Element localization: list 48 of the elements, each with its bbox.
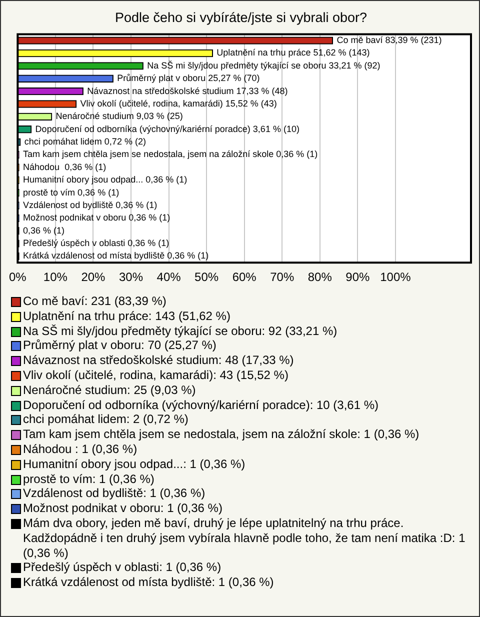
data-label: Nenáročné studium 9,03 % (25)	[56, 111, 183, 122]
text: Nenáročné studium: 25 (9,03 %)	[23, 382, 196, 398]
x-tick-label: 100%	[380, 270, 412, 284]
text: Předešlý úspěch v oblasti: 1 (0,36 %)	[23, 560, 222, 576]
x-tick-label: 0%	[9, 270, 27, 284]
text: Náhodou : 1 (0,36 %)	[23, 442, 138, 457]
text: Možnost podnikat v oboru: 1 (0,36 %)	[23, 501, 222, 516]
text: prostě to vím: 1 (0,36 %)	[23, 472, 154, 486]
data-label: Tam kam jsem chtěla jsem se nedostala, jsem na záložní skole 0,36 % (1)	[23, 149, 318, 160]
data-label: Uplatnění na trhu práce 51,62 % (143)	[216, 48, 370, 58]
text: Na SŠ mi šly/jdou předměty týkající se oboru: 92 (33,21 %)	[23, 324, 338, 338]
data-label: Vliv okolí (učitelé, rodina, kamarádi) 15,52 % (43)	[80, 98, 277, 108]
x-tick-label: 70%	[270, 270, 294, 284]
text: Návaznost na středoškolské studium: 48 (17,33 %)	[23, 353, 294, 368]
x-tick-label: 30%	[118, 270, 144, 284]
data-label: 0,36 % (1)	[23, 225, 65, 236]
data-label: Možnost podnikat v oboru 0,36 % (1)	[23, 212, 170, 223]
data-label: Humanitní obory jsou odpad... 0,36 % (1)	[23, 174, 188, 185]
data-label: Co mě baví 83,39 % (231)	[336, 35, 442, 46]
x-tick-label: 10%	[43, 270, 68, 284]
x-tick-label: 20%	[81, 270, 106, 284]
text: Uplatnění na trhu práce: 143 (51,62 %)	[23, 308, 230, 324]
x-tick-label: 60%	[232, 270, 257, 284]
x-tick-label: 90%	[346, 270, 370, 284]
text: Tam kam jsem chtěla jsem se nedostala, jsem na záložní skole: 1 (0,36 %)	[23, 427, 420, 442]
text: Doporučení od odborníka (výchovný/kariérní poradce): 10 (3,61 %)	[23, 398, 379, 412]
text: Vzdálenost od bydliště: 1 (0,36 %)	[23, 486, 206, 502]
text: Průměrný plat v oboru: 70 (25,27 %)	[23, 338, 216, 354]
x-tick-label: 50%	[194, 270, 219, 284]
text: chci pomáhat lidem: 2 (0,72 %)	[23, 412, 188, 428]
data-label: Průměrný plat v oboru 25,27 % (70)	[117, 73, 260, 84]
data-label: Doporučení od odborníka (výchovný/kariérní poradce) 3,61 % (10)	[35, 124, 300, 134]
text: Krátká vzdálenost od místa bydliště: 1 (0,36 %)	[23, 575, 274, 590]
x-tick-label: 80%	[308, 270, 332, 284]
x-tick-label: 40%	[156, 270, 182, 284]
text: Humanitní obory jsou odpad...: 1 (0,36 %)	[23, 456, 246, 472]
data-label: Návaznost na středoškolské studium 17,33 % (48)	[87, 86, 288, 96]
data-label: Předešlý úspěch v oblasti 0,36 % (1)	[23, 238, 170, 248]
data-label: Krátká vzdálenost od místa bydliště 0,36 % (1)	[23, 250, 209, 261]
data-label: Náhodou 0,36 % (1)	[23, 162, 106, 172]
data-label: Na SŠ mi šly/jdou předměty týkající se oboru 33,21 % (92)	[147, 60, 380, 70]
text: Mám dva obory, jeden mě baví, druhý je lépe uplatnitelný na trhu práce. Kadždopádně i ten druhý jsem vybírala hlavně podle toho, že tam není matika :D: 1 (0,36 %)	[23, 516, 466, 560]
data-label: prostě to vím 0,36 % (1)	[23, 187, 120, 198]
data-label: chci pomáhat lidem 0,72 % (2)	[24, 136, 146, 147]
chart-title: Podle čeho si vybíráte/jste si vybrali obor?	[114, 10, 368, 25]
text: Vliv okolí (učitelé, rodina, kamarádi): 43 (15,52 %)	[23, 368, 288, 383]
text: Co mě baví: 231 (83,39 %)	[23, 294, 166, 309]
data-label: Vzdálenost od bydliště 0,36 % (1)	[23, 200, 158, 210]
